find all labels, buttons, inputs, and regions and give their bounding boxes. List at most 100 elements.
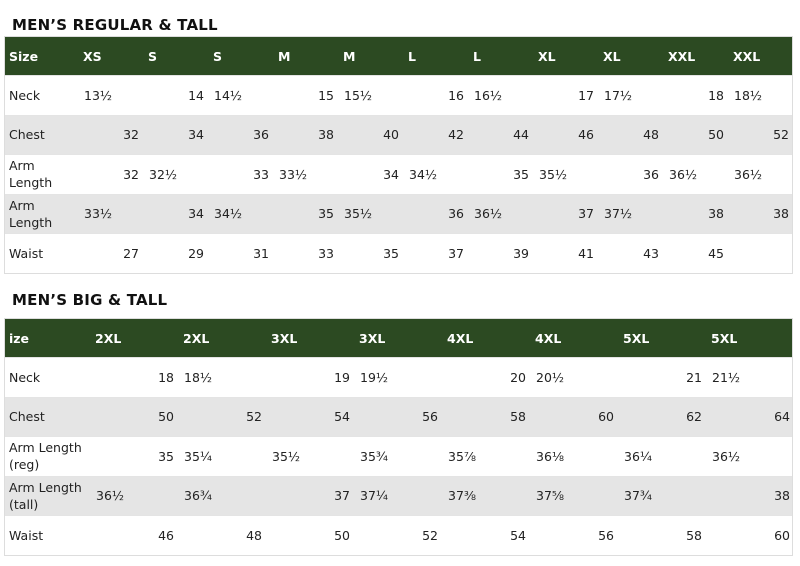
size-cell: 45 bbox=[708, 245, 724, 261]
row-label: Arm Length (reg) bbox=[9, 440, 82, 473]
size-cell: 31 bbox=[253, 245, 269, 261]
row-label: Arm Length (tall) bbox=[9, 479, 82, 512]
row-label: Waist bbox=[9, 527, 44, 543]
size-cell: 48 bbox=[643, 127, 659, 143]
header-cell: ize bbox=[9, 330, 30, 346]
size-cell: 36¼ bbox=[624, 448, 653, 464]
row-label: Arm Length bbox=[9, 158, 53, 191]
size-cell: 41 bbox=[578, 245, 594, 261]
header-cell: S bbox=[148, 48, 158, 64]
table-row: Chest 50 52 54 56 58 60 62 64 bbox=[5, 396, 792, 436]
header-cell: 5XL bbox=[711, 330, 738, 346]
header-cell: L bbox=[408, 48, 416, 64]
size-cell: 32 bbox=[123, 127, 139, 143]
size-cell: 50 bbox=[708, 127, 724, 143]
size-cell: 36⅛ bbox=[536, 448, 565, 464]
size-cell: 36 bbox=[643, 166, 659, 182]
size-cell: 35 bbox=[383, 245, 399, 261]
size-cell: 44 bbox=[513, 127, 529, 143]
size-cell: 35¾ bbox=[360, 448, 389, 464]
size-cell: 38 bbox=[773, 206, 789, 222]
row-label: Chest bbox=[9, 409, 45, 425]
size-cell: 18 bbox=[708, 87, 724, 103]
size-cell: 20½ bbox=[536, 369, 565, 385]
size-cell: 52 bbox=[773, 127, 789, 143]
header-cell: S bbox=[213, 48, 223, 64]
size-table: ize 2XL 2XL 3XL 3XL 4XL 4XL 5XL 5XL Neck 18 18½ 19 19… bbox=[4, 318, 793, 556]
header-cell: Size bbox=[9, 48, 39, 64]
row-label: Neck bbox=[9, 369, 41, 385]
header-cell: M bbox=[278, 48, 291, 64]
size-cell: 50 bbox=[334, 527, 350, 543]
header-cell: XL bbox=[603, 48, 621, 64]
header-cell: XL bbox=[538, 48, 556, 64]
size-cell: 50 bbox=[158, 409, 174, 425]
size-cell: 16½ bbox=[474, 87, 503, 103]
size-cell: 35½ bbox=[539, 166, 568, 182]
size-cell: 42 bbox=[448, 127, 464, 143]
size-cell: 15½ bbox=[344, 87, 373, 103]
size-cell: 43 bbox=[643, 245, 659, 261]
table-row: Chest 32 34 36 38 40 42 44 46 48 50 52 bbox=[5, 114, 792, 154]
size-cell: 36½ bbox=[712, 448, 741, 464]
header-cell: 3XL bbox=[359, 330, 386, 346]
size-cell: 19½ bbox=[360, 369, 389, 385]
size-cell: 60 bbox=[774, 527, 790, 543]
size-cell: 54 bbox=[334, 409, 350, 425]
size-cell: 56 bbox=[598, 527, 614, 543]
size-cell: 36¾ bbox=[184, 488, 213, 504]
size-cell: 52 bbox=[246, 409, 262, 425]
size-cell: 36½ bbox=[474, 206, 503, 222]
size-cell: 32 bbox=[123, 166, 139, 182]
header-cell: XXL bbox=[668, 48, 696, 64]
size-cell: 58 bbox=[510, 409, 526, 425]
size-cell: 21 bbox=[686, 369, 702, 385]
table-row: Neck 13½ 14 14½ 15 15½ 16 16½ 17 17½ 18 18½ bbox=[5, 75, 792, 115]
header-row: Size XS S S M M L L XL XL XXL XXL bbox=[5, 37, 792, 75]
row-label: Chest bbox=[9, 127, 45, 143]
size-cell: 34 bbox=[383, 166, 399, 182]
size-cell: 36½ bbox=[669, 166, 698, 182]
header-cell: 4XL bbox=[447, 330, 474, 346]
size-cell: 35 bbox=[158, 448, 174, 464]
section-title: MEN’S BIG & TALL bbox=[12, 291, 168, 309]
size-cell: 39 bbox=[513, 245, 529, 261]
size-cell: 33½ bbox=[279, 166, 308, 182]
size-cell: 35¼ bbox=[184, 448, 213, 464]
size-cell: 21½ bbox=[712, 369, 741, 385]
size-cell: 46 bbox=[578, 127, 594, 143]
header-cell: 5XL bbox=[623, 330, 650, 346]
size-cell: 40 bbox=[383, 127, 399, 143]
size-cell: 18½ bbox=[734, 87, 763, 103]
header-row: ize 2XL 2XL 3XL 3XL 4XL 4XL 5XL 5XL bbox=[5, 319, 792, 357]
size-cell: 52 bbox=[422, 527, 438, 543]
size-cell: 32½ bbox=[149, 166, 178, 182]
size-cell: 14½ bbox=[214, 87, 243, 103]
size-cell: 37½ bbox=[604, 206, 633, 222]
size-cell: 35⅞ bbox=[448, 448, 477, 464]
header-cell: 2XL bbox=[95, 330, 122, 346]
row-label: Waist bbox=[9, 245, 44, 261]
size-cell: 56 bbox=[422, 409, 438, 425]
size-cell: 58 bbox=[686, 527, 702, 543]
header-cell: XS bbox=[83, 48, 102, 64]
size-cell: 37¼ bbox=[360, 488, 389, 504]
size-cell: 37 bbox=[334, 488, 350, 504]
size-cell: 60 bbox=[598, 409, 614, 425]
header-cell: M bbox=[343, 48, 356, 64]
size-cell: 16 bbox=[448, 87, 464, 103]
size-cell: 34 bbox=[188, 127, 204, 143]
size-table: Size XS S S M M L L XL XL XXL XXL Neck 13½ 14 14½ 15 15½ 1… bbox=[4, 36, 793, 274]
size-cell: 27 bbox=[123, 245, 139, 261]
size-cell: 29 bbox=[188, 245, 204, 261]
header-cell: 4XL bbox=[535, 330, 562, 346]
size-cell: 35½ bbox=[344, 206, 373, 222]
size-cell: 18 bbox=[158, 369, 174, 385]
size-cell: 33 bbox=[253, 166, 269, 182]
table-row: Waist 46 48 50 52 54 56 58 60 bbox=[5, 515, 792, 555]
size-cell: 37⅜ bbox=[448, 488, 477, 504]
row-label: Arm Length bbox=[9, 197, 53, 230]
size-cell: 38 bbox=[708, 206, 724, 222]
header-cell: L bbox=[473, 48, 481, 64]
